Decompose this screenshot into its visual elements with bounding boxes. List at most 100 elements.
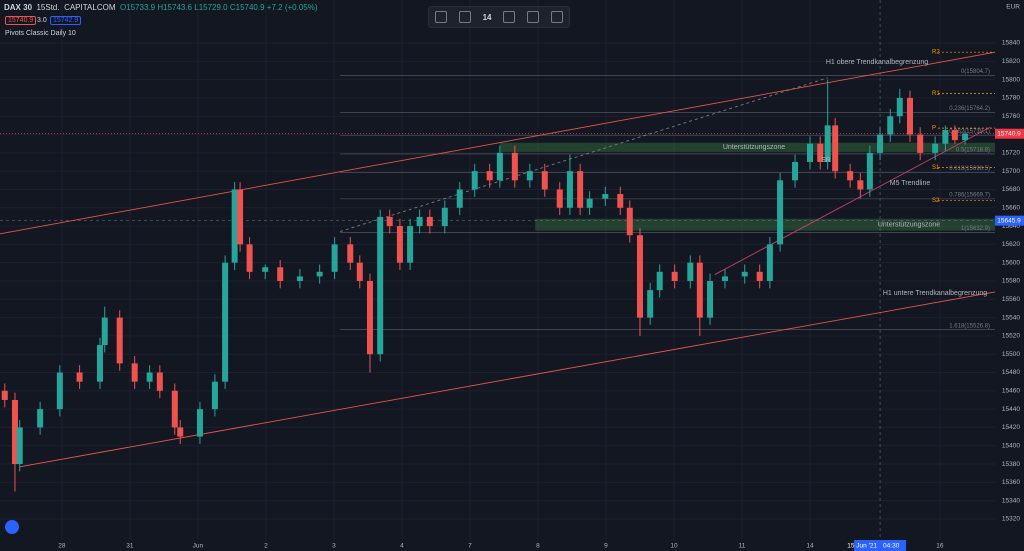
tool-button[interactable] bbox=[434, 11, 447, 23]
fib-label: 0.786(15669.7) bbox=[949, 192, 990, 198]
cursor-time: 04:30 bbox=[883, 543, 900, 550]
candle-body bbox=[832, 125, 839, 172]
y-tick-label: 15340 bbox=[1002, 497, 1020, 504]
candle-body bbox=[932, 143, 939, 153]
candle-body bbox=[486, 171, 493, 181]
candle-body bbox=[962, 133, 969, 141]
currency: EUR bbox=[1006, 4, 1020, 11]
candle-body bbox=[211, 381, 218, 410]
fib-label: 0(15804.7) bbox=[961, 69, 990, 75]
candle-body bbox=[156, 372, 163, 391]
spread: 3.0 bbox=[37, 17, 47, 24]
candle-body bbox=[222, 262, 229, 382]
annotation: SR bbox=[821, 157, 831, 164]
candle-body bbox=[101, 317, 108, 346]
candle-body bbox=[196, 409, 203, 437]
candle-body bbox=[37, 409, 44, 428]
y-tick-label: 15320 bbox=[1002, 516, 1020, 523]
candle-body bbox=[847, 171, 854, 181]
trend-line bbox=[0, 51, 996, 235]
candle-body bbox=[116, 317, 123, 364]
tool-button[interactable] bbox=[503, 11, 516, 23]
trend-line bbox=[339, 77, 828, 232]
tool-button[interactable] bbox=[551, 11, 564, 23]
candle-body bbox=[857, 180, 864, 190]
support-zone bbox=[535, 218, 995, 231]
candle-body bbox=[824, 125, 831, 162]
axis-panel bbox=[995, 0, 1024, 551]
fib-label: 0.382(15739.1) bbox=[949, 129, 990, 135]
candle-body bbox=[347, 244, 354, 263]
zone-label: Unterstützungszone bbox=[878, 222, 940, 229]
symbol[interactable]: DAX 30 bbox=[4, 3, 33, 12]
candle-body bbox=[526, 171, 533, 181]
x-tick-label: 3 bbox=[332, 543, 336, 550]
candle-body bbox=[511, 152, 518, 181]
candle-body bbox=[541, 171, 548, 190]
y-tick-label: 15360 bbox=[1002, 479, 1020, 486]
candle-body bbox=[647, 290, 654, 318]
x-tick-label: Jun bbox=[193, 543, 204, 550]
x-tick-label: 7 bbox=[468, 543, 472, 550]
indicator-label[interactable]: Pivots Classic Daily 10 bbox=[5, 30, 76, 37]
annotation: H1 untere Trendkanalbegrenzung bbox=[883, 290, 987, 297]
candle-body bbox=[602, 194, 609, 199]
candle-body bbox=[171, 390, 178, 428]
y-tick-label: 15460 bbox=[1002, 388, 1020, 395]
candle-body bbox=[426, 216, 433, 227]
cursor-date: 15 Jun '21 bbox=[847, 543, 877, 550]
candle-body bbox=[76, 372, 83, 382]
y-tick-label: 15620 bbox=[1002, 241, 1020, 248]
y-tick-label: 15440 bbox=[1002, 406, 1020, 413]
cursor-price-tag bbox=[995, 215, 1024, 226]
line-width[interactable]: 14 bbox=[482, 12, 492, 22]
y-tick-label: 15640 bbox=[1002, 223, 1020, 230]
candle-body bbox=[951, 129, 958, 141]
candle-body bbox=[96, 345, 103, 382]
candle-body bbox=[866, 152, 873, 190]
source: CAPITALCOM bbox=[64, 3, 116, 12]
y-tick-label: 15720 bbox=[1002, 150, 1020, 157]
candle-body bbox=[331, 244, 338, 272]
zone-label: Unterstützungszone bbox=[723, 144, 785, 151]
candle-body bbox=[917, 134, 924, 153]
candle-body bbox=[741, 271, 748, 277]
pivot-label: R1 bbox=[932, 91, 940, 97]
candle-body bbox=[777, 180, 784, 245]
y-tick-label: 15400 bbox=[1002, 442, 1020, 449]
tool-button[interactable] bbox=[527, 11, 540, 23]
trend-line bbox=[19, 291, 996, 468]
candle-body bbox=[807, 143, 814, 162]
y-tick-label: 15660 bbox=[1002, 204, 1020, 211]
candle-body bbox=[626, 207, 633, 236]
pivot-label: R2 bbox=[932, 50, 940, 56]
candle-body bbox=[407, 226, 414, 263]
high: H15743.6 bbox=[157, 3, 193, 12]
trend-line bbox=[714, 126, 991, 275]
candle-body bbox=[766, 244, 773, 281]
candle-body bbox=[586, 198, 593, 208]
pivot-label: P bbox=[932, 126, 936, 132]
close: C15740.9 bbox=[229, 3, 265, 12]
x-tick-label: 8 bbox=[536, 543, 540, 550]
candle-body bbox=[316, 271, 323, 277]
candle-body bbox=[396, 226, 403, 263]
y-tick-label: 15800 bbox=[1002, 76, 1020, 83]
candle-body bbox=[456, 189, 463, 208]
candle-body bbox=[386, 216, 393, 227]
candle-body bbox=[671, 271, 678, 281]
buy-button[interactable]: 15742.9 bbox=[50, 16, 82, 25]
candle-body bbox=[356, 262, 363, 281]
last-price-tag bbox=[995, 128, 1024, 139]
sell-button[interactable]: 15740.9 bbox=[5, 16, 37, 25]
y-tick-label: 15680 bbox=[1002, 186, 1020, 193]
interval[interactable]: 15Std. bbox=[36, 3, 60, 12]
x-tick-label: 4 bbox=[400, 543, 404, 550]
y-tick-label: 15420 bbox=[1002, 424, 1020, 431]
candle-body bbox=[237, 189, 244, 245]
tool-button[interactable] bbox=[458, 11, 471, 23]
x-tick-label: 9 bbox=[604, 543, 608, 550]
candle-body bbox=[146, 372, 153, 382]
candle-body bbox=[471, 171, 478, 190]
